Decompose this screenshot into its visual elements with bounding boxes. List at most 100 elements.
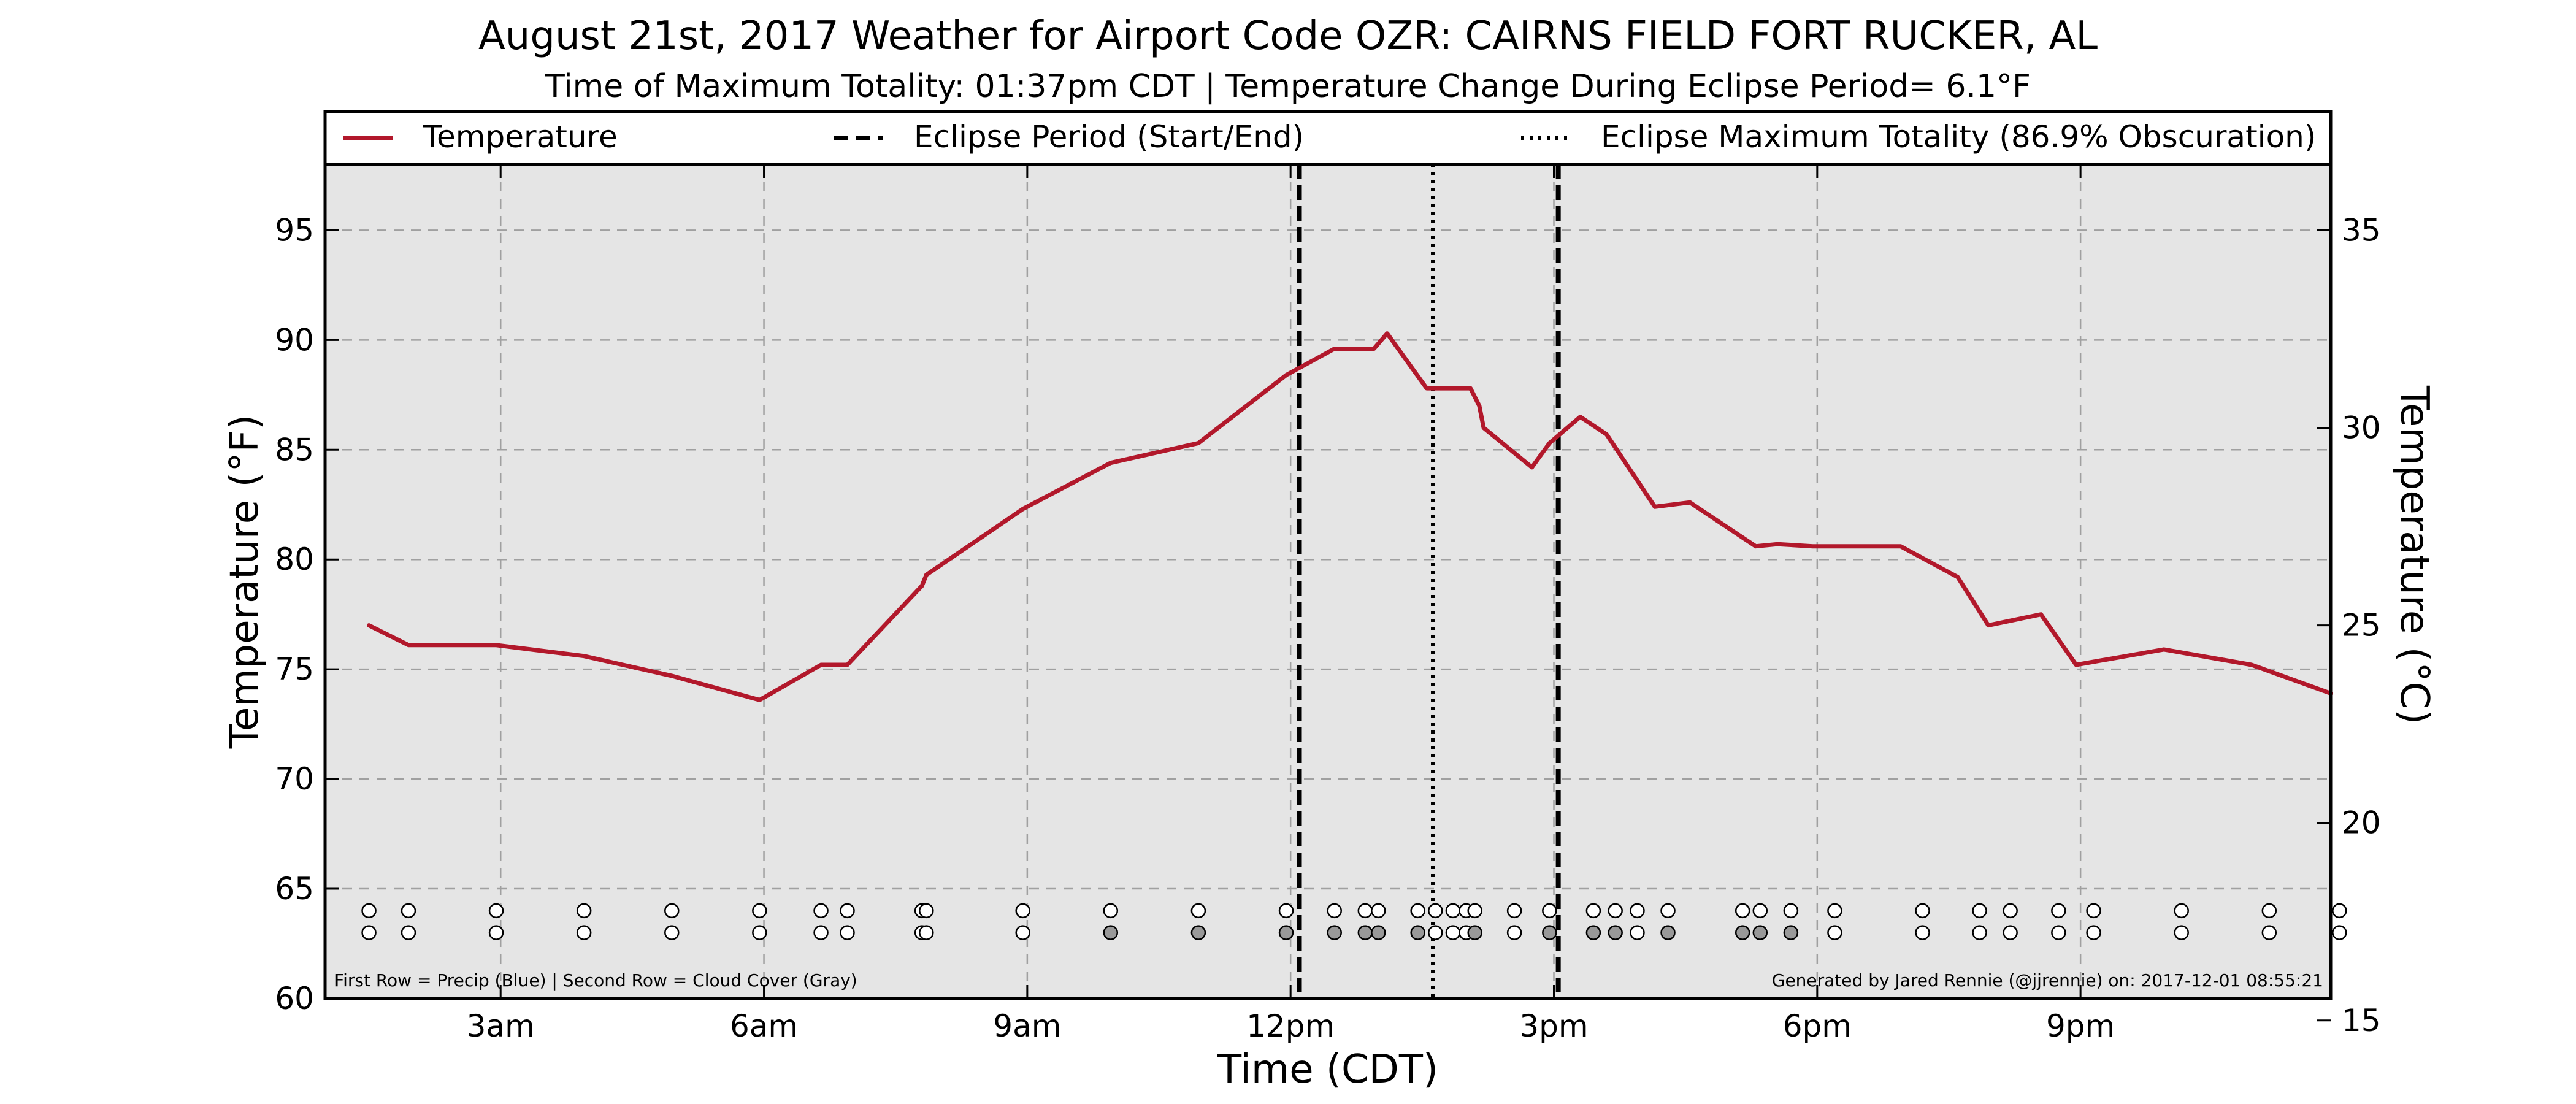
cloud-cover-marker bbox=[2051, 925, 2066, 940]
y-tick-label-left: 65 bbox=[275, 871, 314, 907]
precip-marker bbox=[1327, 903, 1342, 919]
precip-marker bbox=[2051, 903, 2066, 919]
cloud-cover-marker bbox=[401, 925, 416, 940]
x-tick-label: 3am bbox=[467, 1008, 535, 1044]
legend-box bbox=[323, 110, 2333, 166]
cloud-cover-marker bbox=[488, 925, 504, 940]
cloud-cover-marker bbox=[2003, 925, 2018, 940]
precip-marker bbox=[1735, 903, 1750, 919]
y-tick-label-left: 75 bbox=[275, 651, 314, 687]
x-axis: 3am 6am 9am 12pm 3pm 6pm 9pm bbox=[467, 164, 2115, 1044]
x-tick-label: 6am bbox=[730, 1008, 798, 1044]
precip-marker bbox=[1630, 903, 1645, 919]
cloud-cover-marker bbox=[2261, 925, 2277, 940]
precip-marker bbox=[1190, 903, 1206, 919]
cloud-cover-marker bbox=[1542, 925, 1557, 940]
y-tick-label-left: 70 bbox=[275, 761, 314, 797]
precip-marker bbox=[1410, 903, 1425, 919]
cloud-cover-marker bbox=[1327, 925, 1342, 940]
y-tick-label-left: 90 bbox=[275, 322, 314, 358]
cloud-cover-marker bbox=[1467, 925, 1482, 940]
cloud-cover-marker bbox=[1410, 925, 1425, 940]
cloud-cover-marker bbox=[1371, 925, 1386, 940]
legend: Temperature Eclipse Period (Start/End) E… bbox=[323, 110, 2333, 166]
precip-marker bbox=[1783, 903, 1799, 919]
y-tick-label-left: 60 bbox=[275, 981, 314, 1016]
precip-marker bbox=[488, 903, 504, 919]
eclipse-markers bbox=[1297, 164, 1561, 999]
cloud-cover-marker bbox=[1827, 925, 1842, 940]
cloud-cover-marker bbox=[576, 925, 592, 940]
temperature-line bbox=[367, 331, 2333, 702]
precip-marker bbox=[2332, 903, 2347, 919]
cloud-cover-marker bbox=[1357, 925, 1373, 940]
precip-marker bbox=[1506, 903, 1522, 919]
precip-marker bbox=[813, 903, 829, 919]
precip-marker bbox=[2086, 903, 2101, 919]
cloud-cover-marker bbox=[1783, 925, 1799, 940]
y-tick-label-left: 80 bbox=[275, 542, 314, 577]
y-tick-label-right: 35 bbox=[2342, 212, 2381, 248]
x-tick-label: 9pm bbox=[2046, 1008, 2115, 1044]
y-tick-label-right: 20 bbox=[2342, 805, 2381, 841]
precip-marker bbox=[752, 903, 767, 919]
precip-marker bbox=[1827, 903, 1842, 919]
precip-marker bbox=[1015, 903, 1030, 919]
cloud-cover-marker bbox=[919, 925, 934, 940]
legend-max-totality-label: Eclipse Maximum Totality (86.9% Obscurat… bbox=[1601, 119, 2316, 155]
precip-marker bbox=[1585, 903, 1601, 919]
precip-marker bbox=[1371, 903, 1386, 919]
grid-lines bbox=[325, 164, 2331, 999]
temperature-series bbox=[367, 331, 2333, 702]
cloud-cover-marker bbox=[1445, 925, 1461, 940]
precip-marker bbox=[576, 903, 592, 919]
x-tick-label: 9am bbox=[993, 1008, 1061, 1044]
precip-marker bbox=[2261, 903, 2277, 919]
precip-marker bbox=[2174, 903, 2189, 919]
cloud-cover-marker bbox=[1428, 925, 1443, 940]
x-axis-label: Time (CDT) bbox=[1217, 1047, 1438, 1092]
precip-marker bbox=[2003, 903, 2018, 919]
precip-marker bbox=[1357, 903, 1373, 919]
legend-temperature-label: Temperature bbox=[423, 119, 618, 155]
y-tick-label-left: 85 bbox=[275, 432, 314, 467]
precip-marker bbox=[1428, 903, 1443, 919]
cloud-cover-marker bbox=[1735, 925, 1750, 940]
cloud-cover-marker bbox=[1190, 925, 1206, 940]
x-tick-label: 12pm bbox=[1246, 1008, 1335, 1044]
y-tick-label-right: 15 bbox=[2342, 1003, 2381, 1038]
precip-marker bbox=[1915, 903, 1930, 919]
footnote-right: Generated by Jared Rennie (@jjrennie) on… bbox=[1772, 970, 2323, 991]
precip-marker bbox=[1542, 903, 1557, 919]
cloud-cover-marker bbox=[1278, 925, 1294, 940]
cloud-cover-marker bbox=[1972, 925, 1987, 940]
cloud-cover-marker bbox=[1752, 925, 1768, 940]
x-tick-label: 3pm bbox=[1519, 1008, 1588, 1044]
precip-marker bbox=[840, 903, 855, 919]
cloud-cover-marker bbox=[1585, 925, 1601, 940]
precip-marker bbox=[361, 903, 377, 919]
precip-marker bbox=[1608, 903, 1623, 919]
y-tick-label-right: 25 bbox=[2342, 608, 2381, 643]
y-tick-label-right: 30 bbox=[2342, 410, 2381, 445]
cloud-cover-marker bbox=[1015, 925, 1030, 940]
right-axis: 15 20 25 30 35 bbox=[2317, 212, 2381, 1038]
cloud-cover-marker bbox=[1915, 925, 1930, 940]
cloud-cover-marker bbox=[2332, 925, 2347, 940]
footnote-left: First Row = Precip (Blue) | Second Row =… bbox=[334, 970, 857, 991]
precip-marker bbox=[401, 903, 416, 919]
precip-marker bbox=[1278, 903, 1294, 919]
y-tick-label-left: 95 bbox=[275, 212, 314, 248]
y-axis-label-right: Temperature (°C) bbox=[2391, 385, 2437, 724]
precip-marker bbox=[1445, 903, 1461, 919]
chart-subtitle: Time of Maximum Totality: 01:37pm CDT | … bbox=[545, 68, 2031, 105]
precip-marker bbox=[919, 903, 934, 919]
cloud-cover-marker bbox=[1608, 925, 1623, 940]
cloud-cover-marker bbox=[840, 925, 855, 940]
precip-marker bbox=[1972, 903, 1987, 919]
precip-marker bbox=[1660, 903, 1676, 919]
cloud-cover-marker bbox=[1630, 925, 1645, 940]
plot-area bbox=[325, 164, 2331, 999]
y-axis-label-left: Temperature (°F) bbox=[222, 415, 267, 749]
